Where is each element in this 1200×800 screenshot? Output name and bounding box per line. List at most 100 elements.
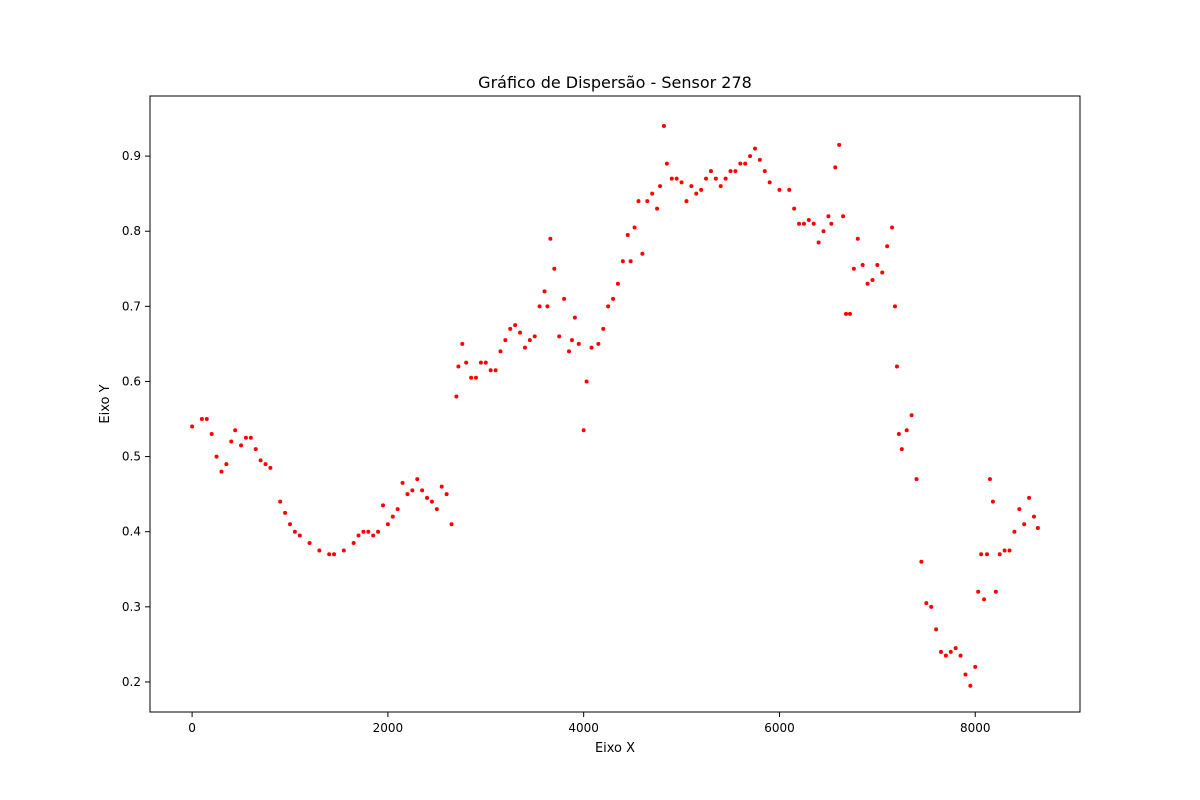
data-point — [283, 510, 288, 515]
data-point — [990, 499, 995, 504]
data-point — [513, 323, 518, 328]
data-point — [870, 278, 875, 283]
data-point — [1017, 507, 1022, 512]
data-point — [767, 180, 772, 185]
data-point — [787, 187, 792, 192]
data-point — [464, 360, 469, 365]
data-point — [833, 165, 838, 170]
data-point — [661, 124, 666, 129]
data-point — [752, 146, 757, 151]
data-point — [606, 304, 611, 309]
data-point — [239, 443, 244, 448]
data-point — [307, 540, 312, 545]
data-point — [366, 529, 371, 534]
data-point — [341, 548, 346, 553]
data-point — [395, 507, 400, 512]
data-point — [811, 221, 816, 226]
data-point — [214, 454, 219, 459]
data-point — [684, 199, 689, 204]
data-point — [268, 465, 273, 470]
data-point — [958, 653, 963, 658]
data-point — [865, 281, 870, 286]
data-point — [885, 244, 890, 249]
data-point — [601, 326, 606, 331]
data-points — [190, 124, 1040, 688]
data-point — [844, 311, 849, 316]
data-point — [390, 514, 395, 519]
data-point — [892, 304, 897, 309]
data-point — [425, 495, 430, 500]
data-point — [777, 187, 782, 192]
data-point — [611, 296, 616, 301]
data-point — [537, 304, 542, 309]
data-point — [380, 503, 385, 508]
data-point — [297, 533, 302, 538]
data-point — [1022, 522, 1027, 527]
data-point — [224, 462, 229, 467]
data-point — [569, 338, 574, 343]
data-point — [985, 552, 989, 557]
data-point — [976, 589, 981, 594]
data-point — [361, 529, 366, 534]
data-point — [896, 432, 901, 437]
data-point — [899, 447, 904, 452]
data-point — [909, 413, 914, 418]
data-point — [292, 529, 297, 534]
data-point — [762, 169, 767, 174]
data-point — [278, 499, 283, 504]
data-point — [562, 296, 567, 301]
data-point — [699, 187, 704, 192]
data-point — [1007, 548, 1012, 553]
x-tick-label: 6000 — [764, 721, 795, 735]
data-point — [557, 334, 562, 339]
data-point — [632, 225, 637, 230]
data-point — [552, 266, 557, 271]
data-point — [596, 341, 601, 346]
data-point — [190, 424, 195, 429]
data-point — [351, 540, 356, 545]
data-point — [209, 432, 214, 437]
data-point — [518, 330, 523, 335]
data-point — [829, 221, 834, 226]
data-point — [576, 341, 581, 346]
data-point — [253, 447, 258, 452]
data-point — [860, 263, 865, 268]
data-point — [953, 646, 958, 651]
data-point — [263, 462, 268, 467]
data-point — [679, 180, 684, 185]
data-point — [522, 345, 527, 350]
data-point — [841, 214, 846, 219]
data-point — [456, 364, 461, 369]
data-point — [287, 522, 292, 527]
data-point — [821, 229, 826, 234]
data-point — [233, 428, 238, 433]
y-tick-label: 0.6 — [122, 374, 141, 388]
x-tick-label: 0 — [188, 721, 196, 735]
data-point — [478, 360, 483, 365]
data-point — [385, 522, 390, 527]
data-point — [473, 375, 478, 380]
data-point — [963, 672, 968, 677]
data-point — [503, 338, 508, 343]
x-tick-label: 8000 — [960, 721, 991, 735]
data-point — [545, 304, 550, 309]
data-point — [332, 552, 337, 557]
data-point — [542, 289, 547, 294]
data-point — [890, 225, 895, 230]
data-point — [469, 375, 474, 380]
data-point — [708, 169, 713, 174]
x-axis-ticks: 0 2000 4000 6000 8000 — [188, 712, 991, 735]
data-point — [1012, 529, 1017, 534]
data-point — [801, 221, 806, 226]
data-point — [880, 270, 885, 275]
data-point — [894, 364, 899, 369]
data-point — [655, 206, 660, 211]
data-point — [204, 417, 209, 422]
data-point — [943, 653, 948, 658]
data-point — [650, 191, 655, 196]
data-point — [327, 552, 332, 557]
data-point — [855, 236, 860, 241]
data-point — [400, 480, 405, 485]
data-point — [948, 649, 953, 654]
